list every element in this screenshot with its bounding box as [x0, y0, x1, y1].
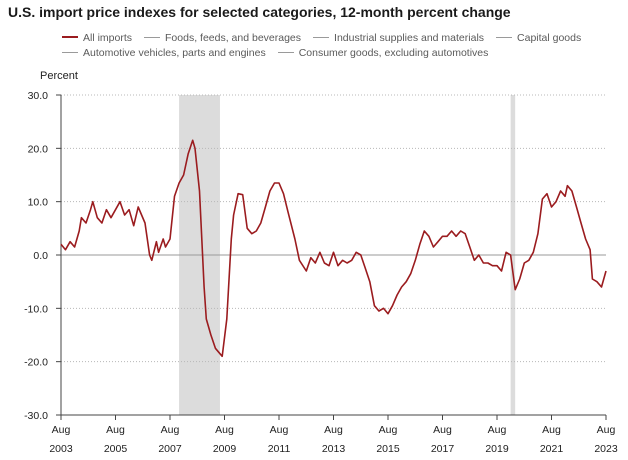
x-tick-month: Aug: [161, 424, 180, 436]
x-tick-year: 2015: [376, 443, 400, 455]
legend-swatch: [496, 36, 513, 38]
x-tick-year: 2021: [540, 443, 564, 455]
y-axis-label: Percent: [40, 70, 78, 82]
x-tick-month: Aug: [215, 424, 234, 436]
legend-item[interactable]: Capital goods: [496, 31, 581, 46]
y-tick-label: 30.0: [28, 90, 49, 102]
y-tick-label: 20.0: [28, 143, 49, 155]
legend-item[interactable]: Automotive vehicles, parts and engines: [62, 46, 266, 61]
legend: All imports Foods, feeds, and beverages In…: [62, 31, 622, 61]
legend-label: All imports: [83, 32, 133, 44]
x-tick-month: Aug: [433, 424, 452, 436]
x-tick-month: Aug: [324, 424, 343, 436]
x-tick-year: 2019: [485, 443, 509, 455]
x-tick-year: 2011: [268, 443, 291, 455]
y-tick-label: -10.0: [24, 303, 48, 315]
x-tick-year: 2005: [104, 443, 128, 455]
x-tick-month: Aug: [379, 424, 398, 436]
y-tick-label: 0.0: [33, 250, 48, 262]
legend-label: Consumer goods, excluding automotives: [298, 47, 489, 59]
series-line-all-imports: [60, 139, 607, 358]
x-tick-year: 2017: [431, 443, 455, 455]
legend-swatch: [277, 51, 294, 53]
legend-label: Industrial supplies and materials: [334, 32, 485, 44]
x-tick-year: 2007: [158, 443, 182, 455]
legend-label: Foods, feeds, and beverages: [165, 32, 302, 44]
y-tick-label: -30.0: [24, 410, 48, 422]
legend-swatch: [62, 36, 78, 39]
x-tick-year: 2003: [49, 443, 73, 455]
chart-title: U.S. import price indexes for selected c…: [8, 4, 511, 20]
legend-item[interactable]: Industrial supplies and materials: [313, 31, 484, 46]
legend-swatch: [62, 51, 78, 53]
x-tick-month: Aug: [106, 424, 125, 436]
legend-item[interactable]: Foods, feeds, and beverages: [144, 31, 301, 46]
x-tick-month: Aug: [488, 424, 507, 436]
legend-swatch: [313, 36, 330, 38]
legend-item[interactable]: Consumer goods, excluding automotives: [277, 46, 489, 61]
x-tick-year: 2023: [594, 443, 618, 455]
legend-item[interactable]: All imports: [62, 31, 132, 46]
x-tick-month: Aug: [270, 424, 289, 436]
x-tick-month: Aug: [52, 424, 71, 436]
legend-label: Capital goods: [517, 32, 582, 44]
x-tick-month: Aug: [597, 424, 616, 436]
y-tick-label: 10.0: [28, 197, 49, 209]
legend-label: Automotive vehicles, parts and engines: [83, 47, 266, 59]
legend-swatch: [144, 36, 161, 38]
x-tick-month: Aug: [542, 424, 561, 436]
x-tick-year: 2013: [322, 443, 346, 455]
x-tick-year: 2009: [213, 443, 237, 455]
y-tick-label: -20.0: [24, 357, 48, 369]
